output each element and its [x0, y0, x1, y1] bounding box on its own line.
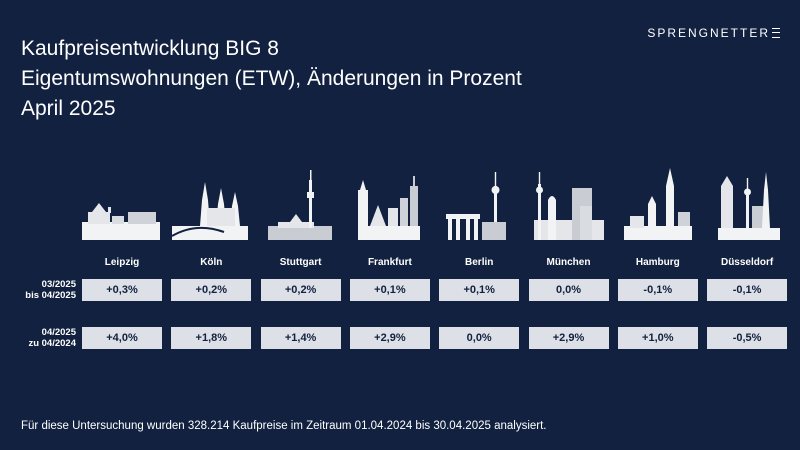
row-label-line: bis 04/2025	[25, 290, 76, 301]
city-label: Düsseldorf	[720, 257, 774, 268]
row-label-line: 03/2025	[41, 279, 76, 290]
skyline-leipzig-icon	[82, 203, 160, 240]
value-cell: 0,0%	[528, 279, 609, 301]
skyline-frankfurt-icon	[358, 176, 420, 240]
value-cell: +0,2%	[171, 279, 252, 301]
value-cell: +1,8%	[171, 327, 252, 349]
row-label-line: zu 04/2024	[28, 338, 76, 349]
chart-title: Kaufpreisentwicklung BIG 8	[21, 37, 279, 60]
value-cell: +1,0%	[617, 327, 698, 349]
skyline-duesseldorf-icon	[718, 172, 780, 240]
logo-mark-icon	[772, 28, 780, 38]
city-label: Leipzig	[104, 257, 140, 268]
skyline-stuttgart-icon	[268, 170, 332, 240]
row-label-line: 04/2025	[41, 327, 76, 338]
value-cell: -0,1%	[707, 279, 788, 301]
value-cell: +0,1%	[439, 279, 520, 301]
city-label: Frankfurt	[367, 257, 412, 268]
chart-subtitle: Eigentumswohnungen (ETW), Änderungen in …	[21, 67, 522, 90]
city-label: Stuttgart	[279, 257, 322, 268]
skyline-muenchen-icon	[534, 172, 604, 240]
value-cell: -0,5%	[707, 327, 788, 349]
value-cell: +0,3%	[82, 279, 162, 301]
value-cell: +0,1%	[349, 279, 430, 301]
skyline-hamburg-icon	[624, 168, 692, 240]
value-cell: +2,9%	[349, 327, 430, 349]
city-label: München	[546, 257, 591, 268]
skyline-berlin-icon	[446, 172, 506, 240]
city-label: Hamburg	[635, 257, 680, 268]
value-cell: +1,4%	[260, 327, 341, 349]
row-label: 03/2025 bis 04/2025	[16, 279, 76, 301]
value-cell: +0,2%	[260, 279, 341, 301]
city-label: Berlin	[465, 257, 494, 268]
city-label: Köln	[200, 257, 223, 268]
chart-date: April 2025	[21, 97, 116, 120]
title-block: Kaufpreisentwicklung BIG 8 Eigentumswohn…	[21, 34, 522, 124]
row-label: 04/2025 zu 04/2024	[16, 327, 76, 349]
city-skylines	[82, 168, 780, 240]
brand-logo: SPRENGNETTER	[647, 26, 780, 40]
footnote: Für diese Untersuchung wurden 328.214 Ka…	[21, 420, 547, 432]
skyline-koeln-icon	[171, 182, 248, 240]
value-cell: +2,9%	[528, 327, 609, 349]
value-cell: -0,1%	[617, 279, 698, 301]
value-cell: +4,0%	[82, 327, 162, 349]
brand-logo-text: SPRENGNETTER	[647, 26, 770, 40]
value-cell: 0,0%	[439, 327, 520, 349]
